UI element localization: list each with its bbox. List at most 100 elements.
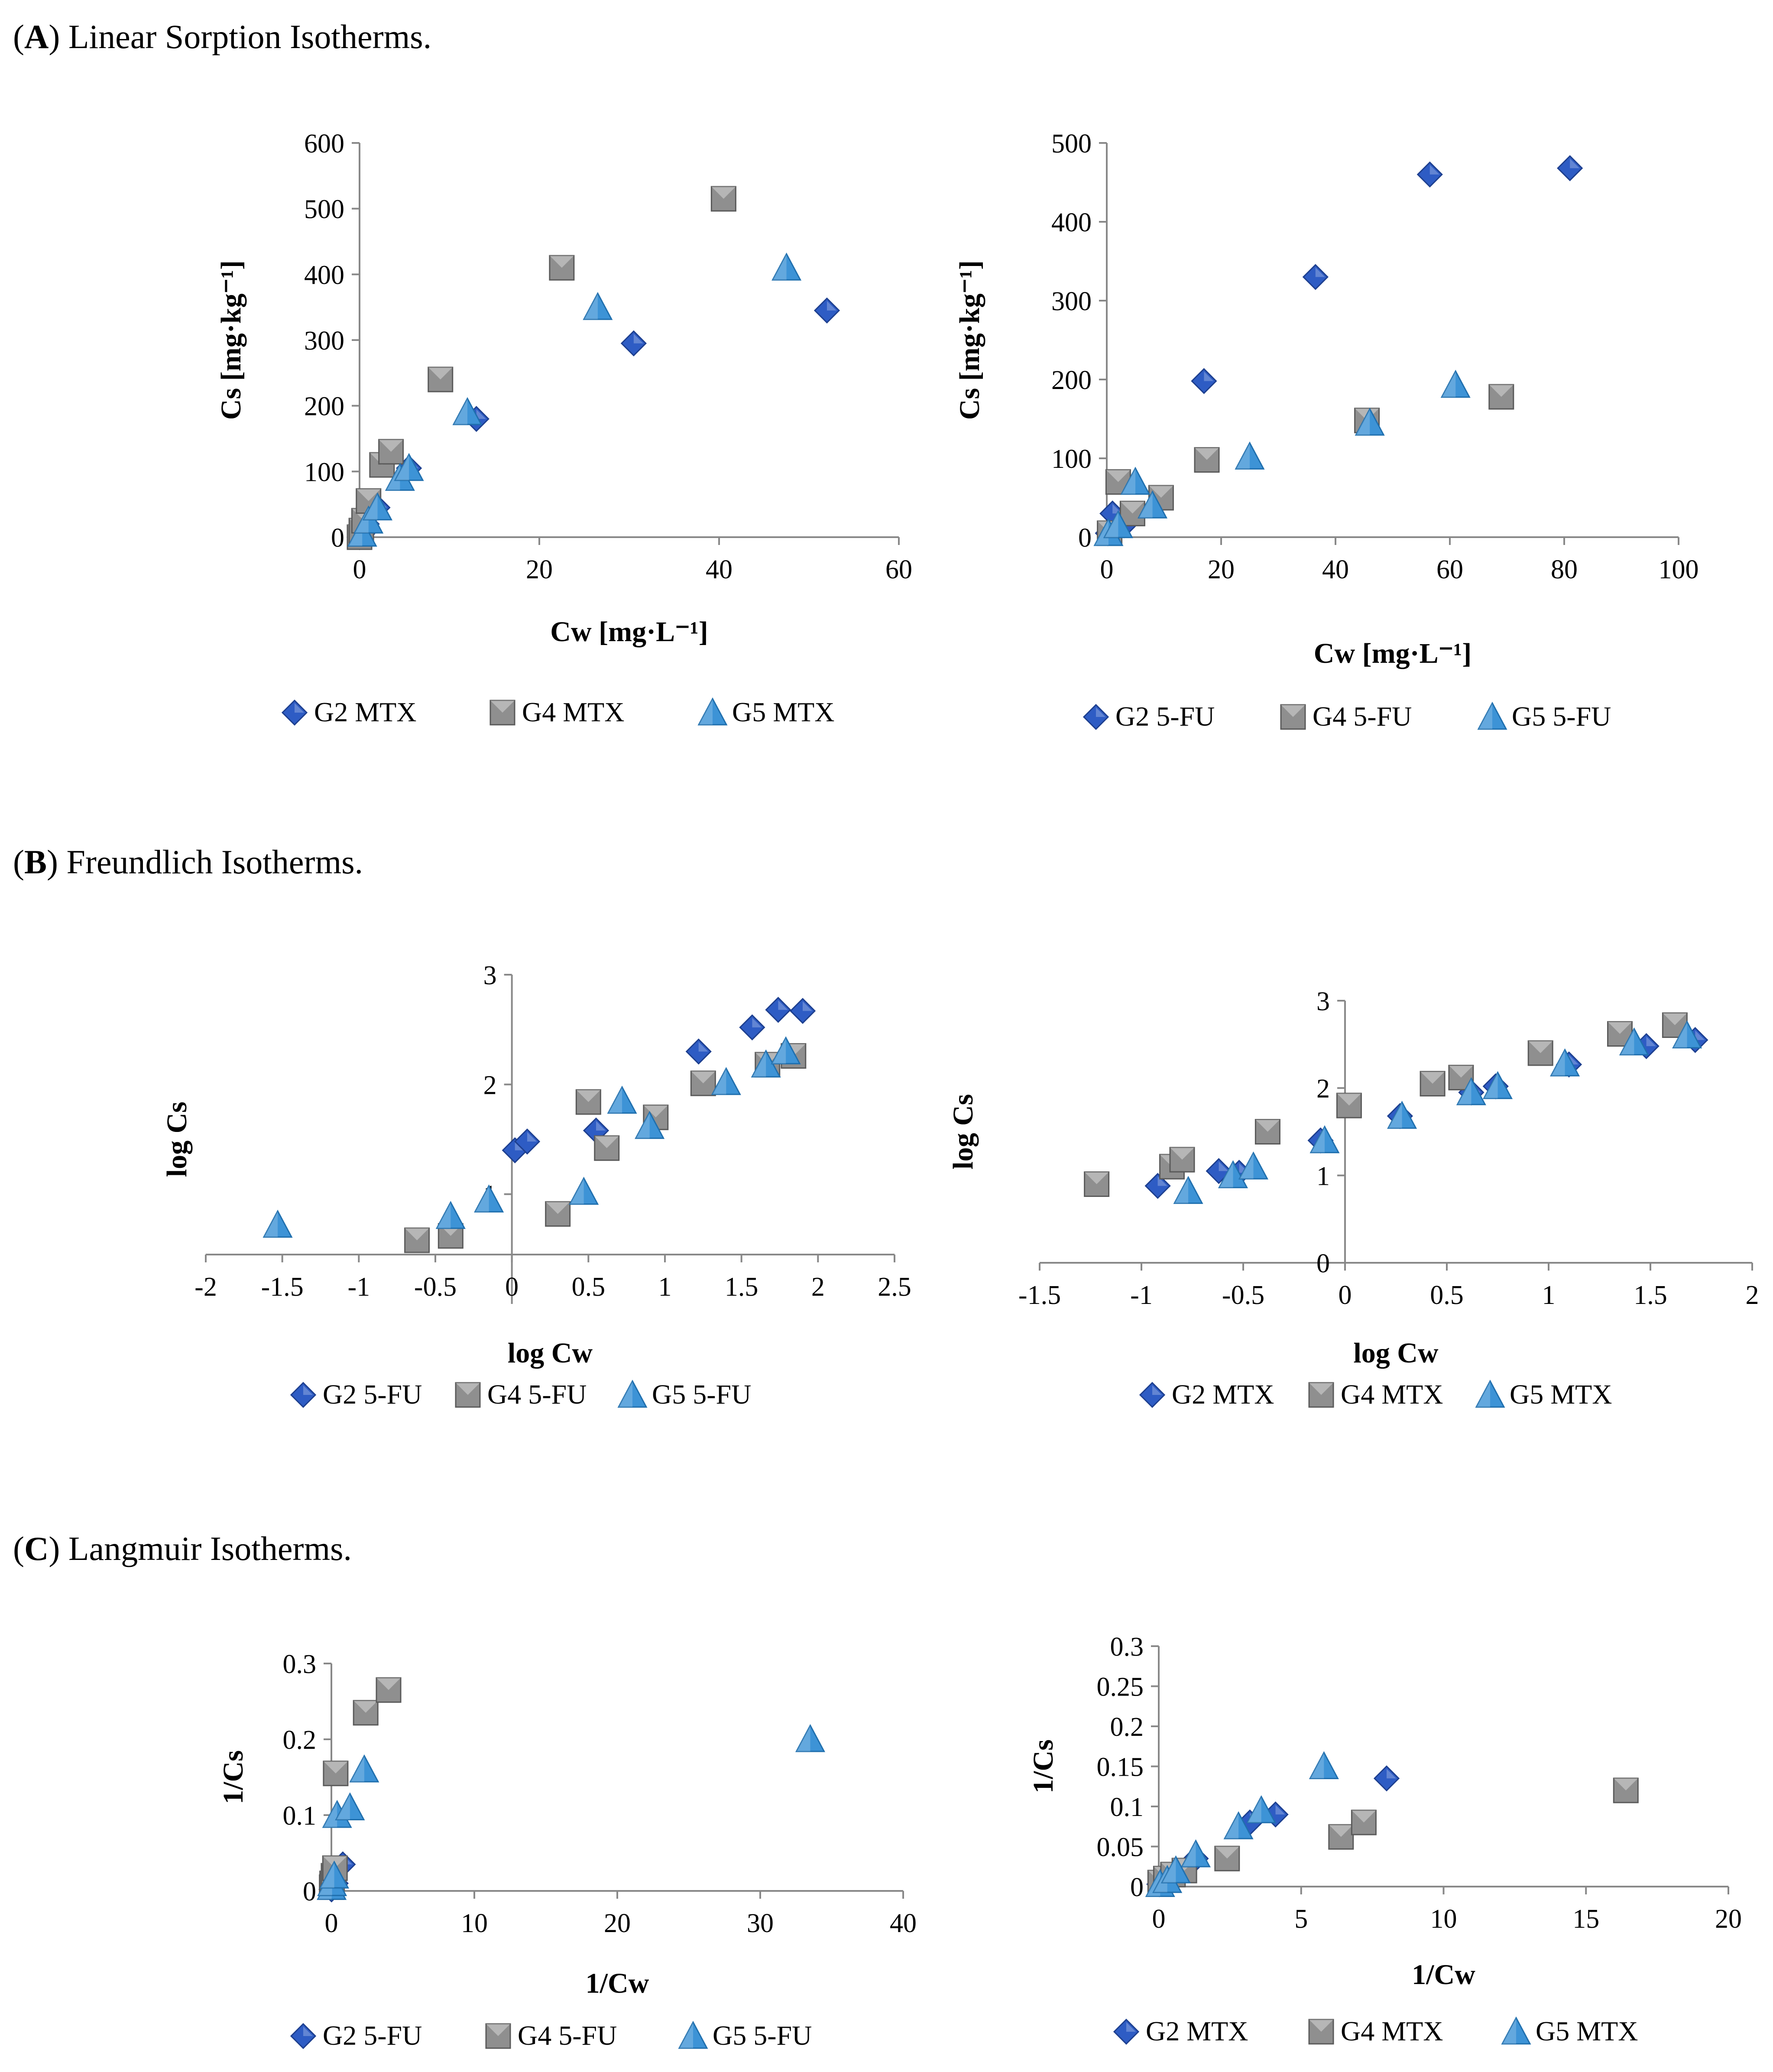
y-tick-label: 0 (1130, 1873, 1144, 1902)
legend-marker-triangle (617, 1379, 648, 1408)
x-tick-label: 40 (706, 555, 733, 584)
data-point-triangle (1180, 1839, 1211, 1868)
section-letter: A (24, 18, 49, 55)
legend-marker-square (1308, 2019, 1334, 2045)
data-point-square (376, 1677, 402, 1703)
legend-marker-triangle (678, 2020, 708, 2049)
data-point-diamond (1302, 264, 1329, 290)
y-tick-label: 0.05 (1097, 1833, 1144, 1862)
x-tick-label: 0 (1152, 1904, 1166, 1934)
legend-label: G4 MTX (522, 697, 624, 727)
data-point-triangle (1160, 1855, 1191, 1884)
data-point-triangle (474, 1184, 504, 1213)
x-tick-label: 0 (1100, 555, 1114, 584)
data-point-triangle (1483, 1071, 1513, 1099)
y-tick-label: 0.1 (1110, 1793, 1144, 1822)
data-point-triangle (1138, 490, 1168, 519)
data-point-triangle (1456, 1077, 1486, 1106)
section-heading-a: (A) Linear Sorption Isotherms. (13, 18, 432, 55)
y-axis-title: log Cs (161, 1102, 193, 1177)
x-tick-label: 100 (1659, 555, 1699, 584)
x-tick-label: 40 (1322, 555, 1349, 584)
x-tick-label: 20 (604, 1909, 631, 1938)
x-tick-label: 10 (461, 1909, 488, 1938)
data-point-diamond (1206, 1158, 1232, 1184)
x-tick-label: 0 (325, 1909, 338, 1938)
data-point-triangle (322, 1800, 352, 1828)
legend-marker-square (455, 1382, 481, 1408)
x-tick-label: 0 (1339, 1281, 1352, 1310)
legend-label: G4 5-FU (487, 1379, 587, 1410)
y-axis-title: Cs [mg·kg⁻¹] (215, 260, 247, 420)
legend-label: G5 MTX (1510, 1379, 1612, 1410)
data-point-square (378, 439, 404, 465)
x-axis-title: Cw [mg·L⁻¹] (1314, 638, 1472, 669)
x-tick-label: 1 (1542, 1281, 1556, 1310)
y-axis-title: 1/Cs (1027, 1739, 1059, 1793)
data-point-triangle (319, 1860, 350, 1889)
data-point-triangle (1672, 1020, 1702, 1049)
data-point-square (1613, 1777, 1639, 1803)
legend-marker-diamond (281, 699, 308, 726)
x-tick-label: 20 (1208, 555, 1235, 584)
legend-marker-diamond (1113, 2018, 1140, 2045)
data-point-triangle (1355, 407, 1385, 436)
data-point-triangle (335, 1792, 365, 1820)
data-point-triangle (711, 1067, 741, 1095)
legend-label: G5 MTX (1536, 2016, 1638, 2046)
y-tick-label: 300 (304, 326, 344, 356)
data-point-triangle (1120, 467, 1151, 495)
data-point-triangle (1235, 441, 1265, 470)
data-point-diamond (514, 1128, 541, 1155)
x-tick-label: 80 (1551, 555, 1578, 584)
data-point-square (575, 1089, 601, 1115)
data-point-triangle (583, 292, 613, 320)
x-tick-label: -0.5 (414, 1272, 457, 1302)
section-letter: C (24, 1530, 49, 1567)
data-point-diamond (789, 998, 816, 1024)
y-tick-label: 600 (304, 129, 344, 159)
y-tick-label: 0.3 (283, 1650, 317, 1679)
data-point-square (1169, 1147, 1195, 1173)
y-tick-label: 0.15 (1097, 1753, 1144, 1782)
x-tick-label: 1.5 (1634, 1281, 1667, 1310)
legend-marker-triangle (1501, 2016, 1531, 2045)
x-tick-label: 0 (353, 555, 366, 584)
legend-marker-triangle (1477, 701, 1507, 730)
data-point-triangle (452, 397, 483, 425)
legend-marker-diamond (290, 1381, 317, 1408)
y-tick-label: 0 (1316, 1249, 1330, 1278)
legend-label: G2 5-FU (1115, 701, 1215, 732)
legend-marker-diamond (290, 2023, 317, 2049)
section-heading-c: (C) Langmuir Isotherms. (13, 1530, 352, 1567)
x-tick-label: -2 (194, 1272, 217, 1302)
data-point-square (1488, 384, 1514, 410)
x-axis-title: log Cw (508, 1337, 593, 1369)
data-point-triangle (263, 1209, 293, 1238)
x-tick-label: 60 (1436, 555, 1463, 584)
y-tick-label: 100 (304, 457, 344, 487)
data-point-square (323, 1761, 349, 1787)
legend-marker-square (1280, 704, 1306, 730)
data-point-triangle (795, 1724, 825, 1752)
x-tick-label: 40 (890, 1909, 917, 1938)
y-tick-label: 200 (1051, 366, 1092, 395)
data-point-square (594, 1135, 620, 1161)
x-tick-label: 10 (1430, 1904, 1457, 1934)
legend-marker-triangle (1475, 1379, 1505, 1408)
legend-label: G5 MTX (732, 697, 834, 727)
data-point-square (1214, 1845, 1240, 1871)
legend-marker-square (489, 700, 515, 726)
data-point-triangle (363, 492, 392, 521)
legend-marker-square (1308, 1382, 1334, 1408)
x-tick-label: 0.5 (1430, 1281, 1464, 1310)
legend-marker-square (485, 2023, 511, 2049)
data-point-diamond (1557, 155, 1583, 182)
section-heading-b: (B) Freundlich Isotherms. (13, 843, 363, 881)
y-tick-label: 0 (1078, 523, 1092, 553)
data-point-diamond (620, 330, 647, 357)
data-point-square (545, 1201, 571, 1227)
